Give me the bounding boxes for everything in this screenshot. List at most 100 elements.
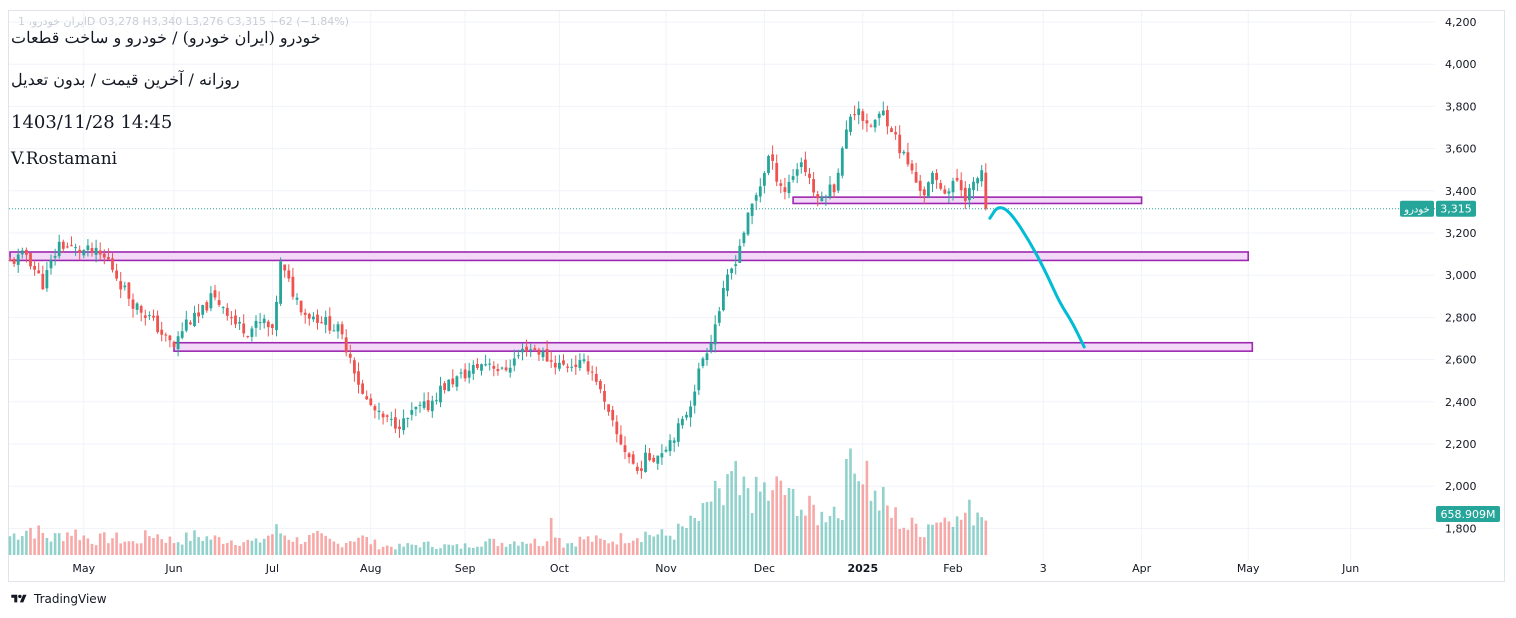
candle-body — [791, 176, 795, 180]
candle-body — [746, 212, 750, 235]
price-tick-label: 2,400 — [1445, 396, 1477, 409]
candle-body — [258, 322, 262, 324]
candle-body — [906, 152, 910, 165]
volume-bar — [841, 520, 844, 555]
candle-body — [853, 114, 856, 116]
candle-body — [664, 449, 668, 452]
volume-bar — [29, 527, 32, 555]
candle-body — [16, 254, 20, 265]
volume-bar — [791, 489, 795, 555]
volume-bar — [968, 499, 971, 555]
candle-body — [459, 372, 463, 374]
volume-bar — [734, 461, 737, 555]
candle-body — [984, 172, 988, 209]
candle-body — [566, 366, 569, 368]
candle-body — [90, 248, 94, 253]
candle-body — [139, 306, 143, 313]
candle-body — [439, 385, 442, 403]
support-zone-2670 — [173, 341, 1254, 352]
candle-body — [525, 346, 528, 352]
candle-body — [29, 253, 32, 267]
candle-body — [209, 293, 213, 309]
candle-body — [898, 134, 902, 154]
volume-bar — [701, 503, 705, 555]
tradingview-label: TradingView — [34, 592, 107, 606]
volume-bar — [910, 517, 914, 555]
volume-bar — [107, 543, 110, 555]
volume-bar — [123, 541, 127, 555]
candle-body — [816, 194, 820, 199]
volume-bar — [193, 530, 196, 555]
candle-body — [422, 401, 426, 408]
volume-bar — [476, 546, 479, 555]
candle-body — [594, 373, 598, 382]
candle-body — [648, 453, 651, 461]
volume-bar — [332, 541, 336, 555]
candle-body — [107, 257, 110, 260]
volume-bar — [336, 543, 340, 555]
volume-bar — [426, 541, 430, 555]
candle-body — [951, 180, 955, 193]
candle-body — [476, 363, 479, 368]
volume-bar — [660, 529, 664, 555]
volume-bar — [615, 544, 619, 555]
volume-bar — [144, 530, 147, 555]
candle-body — [980, 170, 984, 182]
tradingview-branding[interactable]: TradingView — [10, 592, 107, 606]
candle-body — [562, 360, 565, 365]
volume-bar — [213, 535, 217, 555]
volume-tag-label: 658.909M — [1441, 508, 1496, 521]
candle-body — [943, 189, 947, 194]
candle-body — [701, 358, 705, 367]
candle-body — [426, 400, 430, 411]
candle-body — [865, 120, 869, 124]
volume-bar — [681, 526, 684, 555]
volume-bar — [730, 471, 733, 555]
candle-body — [152, 315, 155, 318]
volume-bar — [886, 505, 889, 555]
candle-body — [414, 407, 418, 410]
volume-bar — [57, 533, 61, 555]
candle-body — [373, 406, 377, 411]
candle-body — [910, 163, 914, 171]
volume-bar — [472, 547, 475, 555]
candle-body — [348, 353, 352, 358]
candle-body — [615, 421, 619, 435]
volume-bar — [595, 535, 598, 555]
volume-bar — [262, 538, 266, 555]
time-tick-label: Apr — [1132, 562, 1152, 575]
time-tick-label: Nov — [655, 562, 677, 575]
volume-bar — [152, 538, 155, 555]
volume-bar — [353, 541, 356, 555]
volume-bar — [513, 541, 516, 555]
volume-bar — [767, 500, 770, 555]
candle-body — [857, 108, 861, 115]
candle-body — [681, 418, 684, 426]
volume-bar — [738, 495, 742, 555]
volume-bar — [62, 541, 65, 555]
candle-body — [668, 440, 672, 452]
volume-bar — [816, 525, 819, 555]
candle-body — [435, 400, 438, 402]
candle-body — [131, 299, 135, 309]
volume-bar — [521, 541, 524, 555]
volume-bar — [718, 488, 721, 555]
volume-bar — [861, 484, 865, 555]
symbol-tag-bg — [1400, 200, 1434, 217]
candle-body — [512, 358, 516, 366]
candle-body — [656, 455, 660, 464]
time-tick-label: 3 — [1040, 562, 1047, 575]
price-tick-label: 2,000 — [1445, 480, 1477, 493]
volume-bar — [882, 486, 885, 555]
candle-body — [693, 391, 697, 406]
volume-bar — [685, 528, 688, 555]
volume-bar — [291, 541, 295, 555]
price-tick-label: 2,600 — [1445, 354, 1477, 367]
volume-bar — [890, 517, 893, 555]
volume-bar — [209, 539, 213, 555]
volume-bar — [78, 540, 81, 555]
volume-bar — [873, 490, 877, 555]
candle-body — [299, 300, 303, 313]
candle-body — [869, 125, 873, 127]
